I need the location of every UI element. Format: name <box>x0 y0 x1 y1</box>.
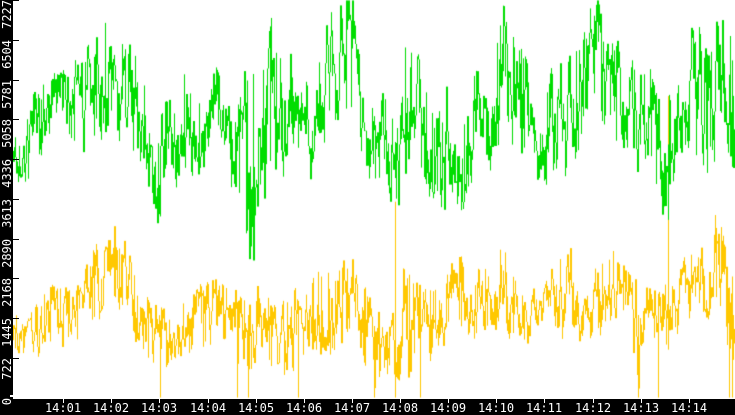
y-axis-label: 722 <box>0 358 14 380</box>
y-axis-tick <box>13 40 19 41</box>
x-axis-tick <box>496 399 497 403</box>
y-axis-tick <box>13 199 19 200</box>
y-axis-label: 0 <box>0 398 14 406</box>
x-axis-label: 14:06 <box>285 401 323 415</box>
y-axis-label: 5781 <box>0 80 14 109</box>
x-axis-label: 14:09 <box>429 401 467 415</box>
x-axis-bar <box>0 399 735 415</box>
x-axis-tick <box>689 399 690 403</box>
y-axis-tick <box>13 239 19 240</box>
x-axis-tick <box>593 399 594 403</box>
x-axis-label: 14:10 <box>477 401 515 415</box>
x-axis-tick <box>544 399 545 403</box>
x-axis-tick <box>641 399 642 403</box>
x-axis-label: 14:12 <box>574 401 612 415</box>
y-axis-label: 4336 <box>0 159 14 188</box>
x-axis-label: 14:03 <box>140 401 178 415</box>
y-axis-bar <box>0 0 13 415</box>
y-axis-tick <box>13 119 19 120</box>
x-axis-tick <box>208 399 209 403</box>
y-axis-label: 2890 <box>0 239 14 268</box>
y-axis-tick <box>13 358 19 359</box>
y-axis-tick <box>13 159 19 160</box>
x-axis-label: 14:05 <box>237 401 275 415</box>
y-axis-label: 1445 <box>0 318 14 347</box>
x-axis-tick <box>304 399 305 403</box>
y-axis-tick <box>13 80 19 81</box>
y-axis-label: 5058 <box>0 119 14 148</box>
y-axis-tick <box>13 318 19 319</box>
y-axis-label: 6504 <box>0 40 14 69</box>
x-axis-label: 14:04 <box>189 401 227 415</box>
x-axis-label: 14:08 <box>381 401 419 415</box>
x-axis-label: 14:11 <box>525 401 563 415</box>
x-axis-label: 14:07 <box>333 401 371 415</box>
x-axis-label: 14:01 <box>44 401 82 415</box>
x-axis-label: 14:14 <box>670 401 708 415</box>
y-axis-tick <box>13 278 19 279</box>
x-axis-tick <box>448 399 449 403</box>
x-axis-tick <box>400 399 401 403</box>
x-axis-label: 14:13 <box>622 401 660 415</box>
x-axis-tick <box>63 399 64 403</box>
y-axis-tick <box>13 0 19 1</box>
x-axis-tick <box>352 399 353 403</box>
y-axis-label: 7227 <box>0 0 14 29</box>
x-axis-tick <box>159 399 160 403</box>
x-axis-label: 14:02 <box>92 401 130 415</box>
y-axis-label: 2168 <box>0 278 14 307</box>
y-axis-tick-zero <box>10 395 17 397</box>
x-axis-tick <box>111 399 112 403</box>
y-axis-label: 3613 <box>0 199 14 228</box>
x-axis-tick <box>256 399 257 403</box>
